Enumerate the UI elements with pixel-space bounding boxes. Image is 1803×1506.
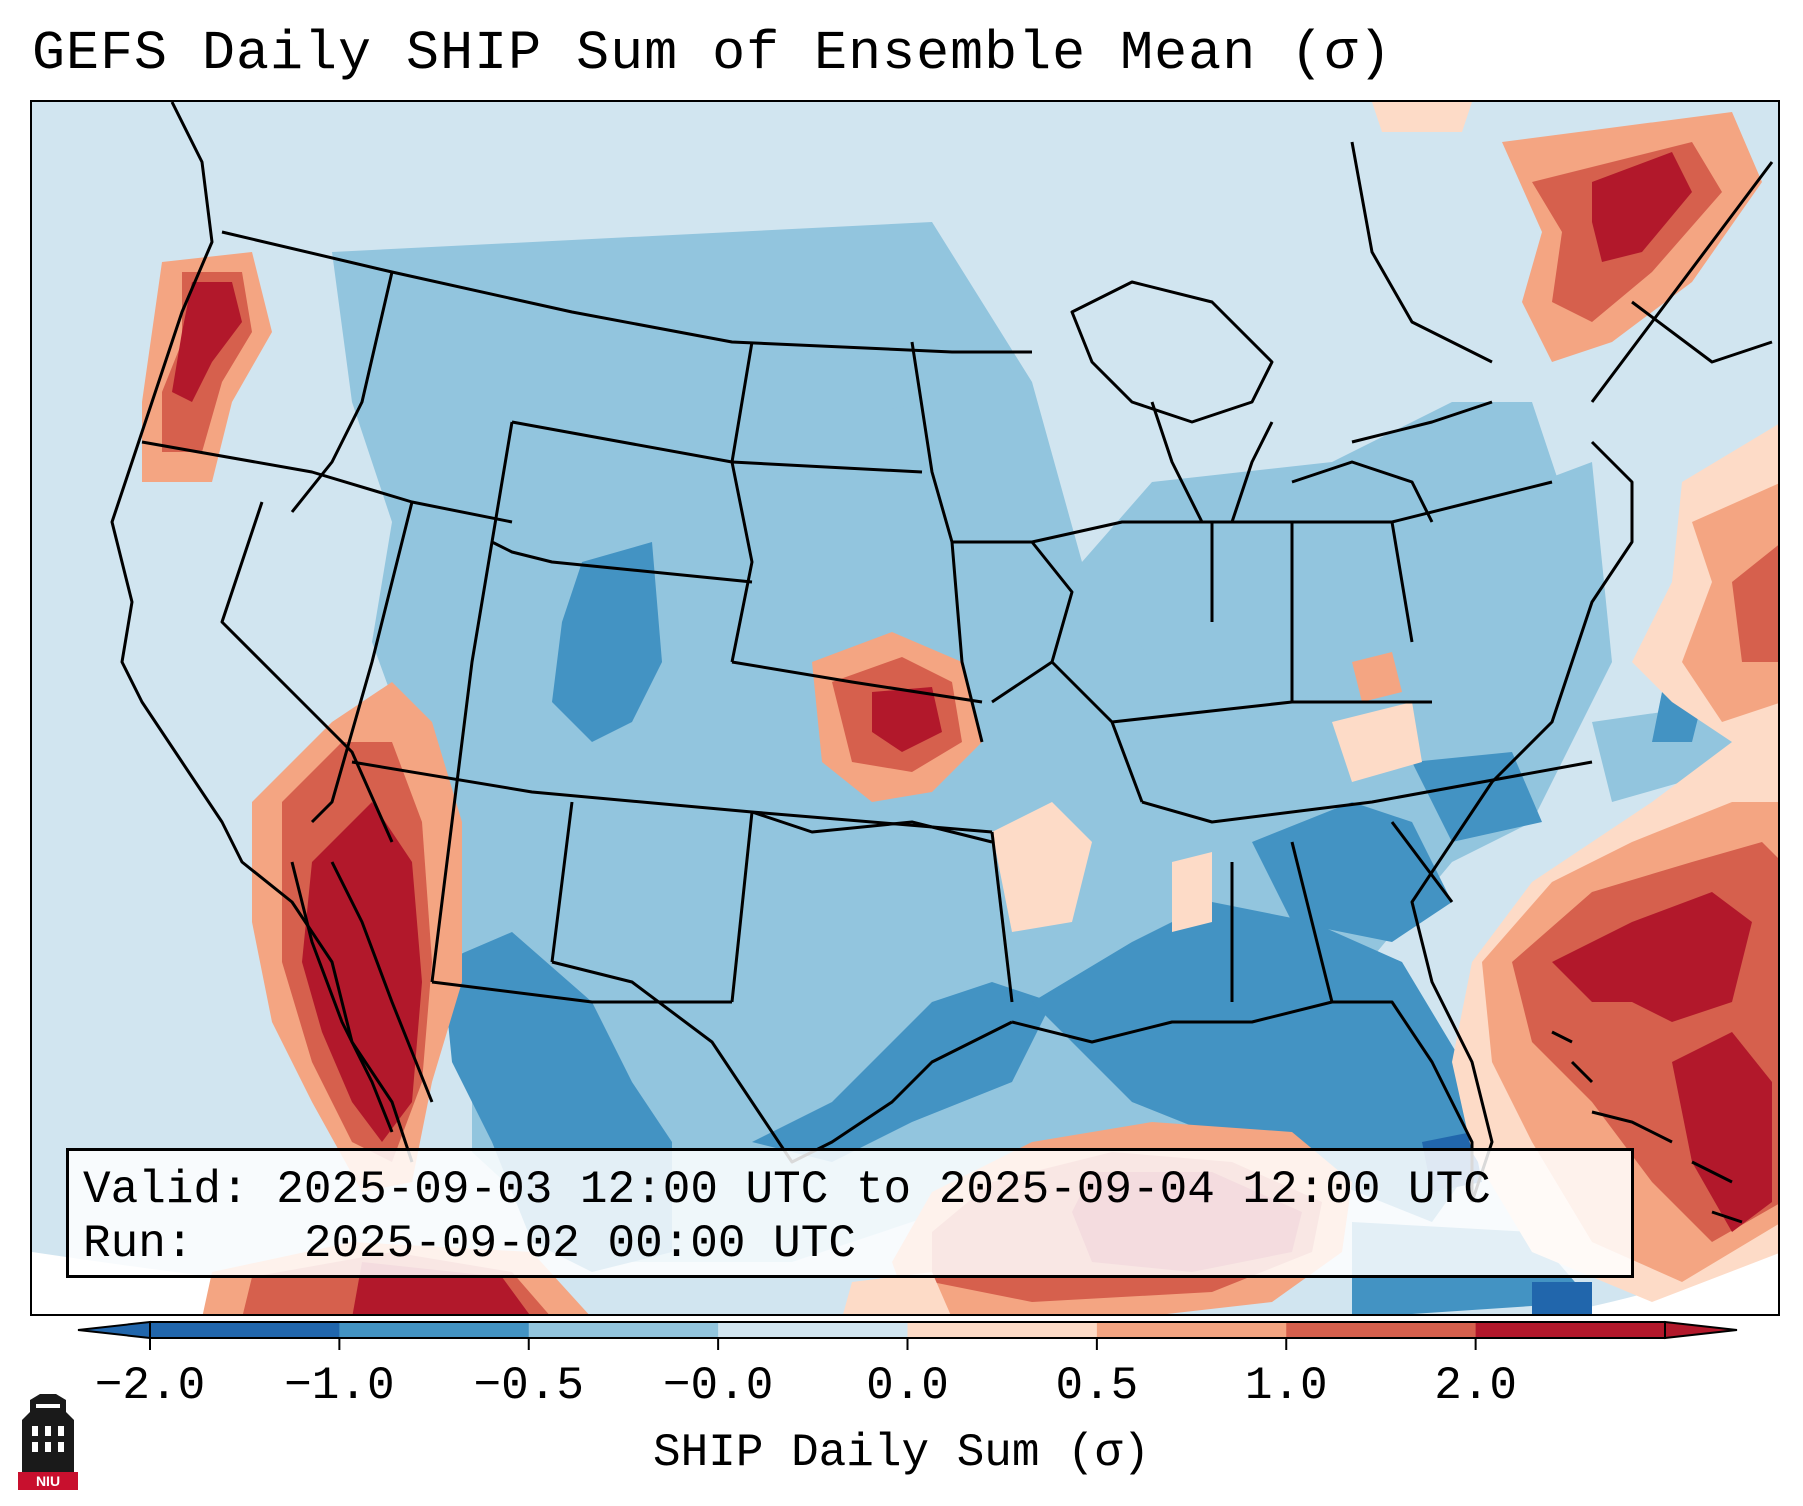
colorbar-tick-label: −0.5	[473, 1360, 584, 1412]
anomaly-map	[32, 102, 1778, 1314]
colorbar-segment	[718, 1322, 908, 1338]
colorbar-segment	[907, 1322, 1098, 1338]
caribbean-islands	[1551, 1030, 1743, 1224]
colorbar-segment	[150, 1322, 340, 1338]
great-lakes-outline	[1070, 280, 1274, 424]
chart-title: GEFS Daily SHIP Sum of Ensemble Mean (σ)	[32, 22, 1393, 85]
northeast-positive-region	[1372, 102, 1762, 362]
niu-logo: NIU	[18, 1394, 78, 1490]
outside-projection-area	[32, 1252, 578, 1314]
colorbar-segment	[1286, 1322, 1477, 1338]
run-label: Run:	[83, 1218, 194, 1270]
atlantic-positive-region	[1452, 424, 1778, 1302]
map-panel	[30, 100, 1780, 1316]
colorbar	[77, 1320, 1738, 1350]
logo-text: NIU	[36, 1473, 60, 1489]
valid-time-range: 2025-09-03 12:00 UTC to 2025-09-04 12:00…	[276, 1164, 1491, 1216]
southwest-positive-region	[252, 682, 462, 1192]
valid-label: Valid:	[83, 1164, 249, 1216]
canada-border	[221, 230, 1032, 354]
colorbar-extend-low	[77, 1320, 151, 1340]
colorbar-tick-label: −1.0	[284, 1360, 395, 1412]
colorbar-label: SHIP Daily Sum (σ)	[653, 1427, 1150, 1479]
colorbar-tick-label: −0.0	[662, 1360, 774, 1412]
plains-positive-region	[812, 632, 982, 802]
east-coastline	[1410, 440, 1634, 1203]
strong-negative-regions	[442, 542, 1702, 1314]
colorbar-segment	[528, 1322, 719, 1338]
southeast-light-positive	[992, 652, 1422, 932]
colorbar-tick-label: −2.0	[94, 1360, 206, 1412]
colorbar-tick-label: 1.0	[1244, 1360, 1328, 1412]
colorbar-tick-label: 0.5	[1055, 1360, 1139, 1412]
northwest-positive-region	[142, 252, 272, 482]
colorbar-extend-high	[1664, 1320, 1738, 1340]
colorbar-tick-label: 2.0	[1434, 1360, 1518, 1412]
colorbar-segment	[339, 1322, 530, 1338]
run-time: 2025-09-02 00:00 UTC	[303, 1218, 856, 1270]
valid-run-info-box: Valid: 2025-09-03 12:00 UTC to 2025-09-0…	[66, 1148, 1634, 1278]
colorbar-segment	[1096, 1322, 1287, 1338]
colorbar-segment	[1475, 1322, 1666, 1338]
outside-projection-area-right	[1554, 1253, 1778, 1314]
west-coastline	[110, 102, 414, 1163]
colorbar-tick-label: 0.0	[866, 1360, 949, 1412]
